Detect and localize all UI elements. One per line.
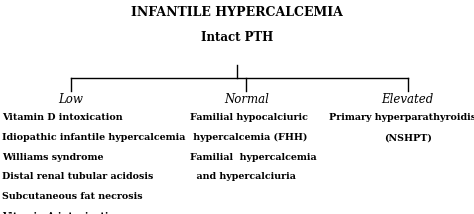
Text: and hypercalciuria: and hypercalciuria [190,172,295,181]
Text: Elevated: Elevated [382,93,434,106]
Text: (NSHPT): (NSHPT) [383,133,432,142]
Text: Subcutaneous fat necrosis: Subcutaneous fat necrosis [2,192,143,201]
Text: Familial  hypercalcemia: Familial hypercalcemia [190,153,316,162]
Text: Intact PTH: Intact PTH [201,31,273,44]
Text: Idiopathic infantile hypercalcemia: Idiopathic infantile hypercalcemia [2,133,186,142]
Text: Low: Low [59,93,83,106]
Text: Familial hypocalciuric: Familial hypocalciuric [190,113,308,122]
Text: INFANTILE HYPERCALCEMIA: INFANTILE HYPERCALCEMIA [131,6,343,19]
Text: Distal renal tubular acidosis: Distal renal tubular acidosis [2,172,154,181]
Text: Normal: Normal [224,93,269,106]
Text: Primary hyperparathyroidism: Primary hyperparathyroidism [329,113,474,122]
Text: Williams syndrome: Williams syndrome [2,153,104,162]
Text: hypercalcemia (FHH): hypercalcemia (FHH) [190,133,307,142]
Text: Vitamin D intoxication: Vitamin D intoxication [2,113,123,122]
Text: Vitamin A intoxication: Vitamin A intoxication [2,212,122,214]
